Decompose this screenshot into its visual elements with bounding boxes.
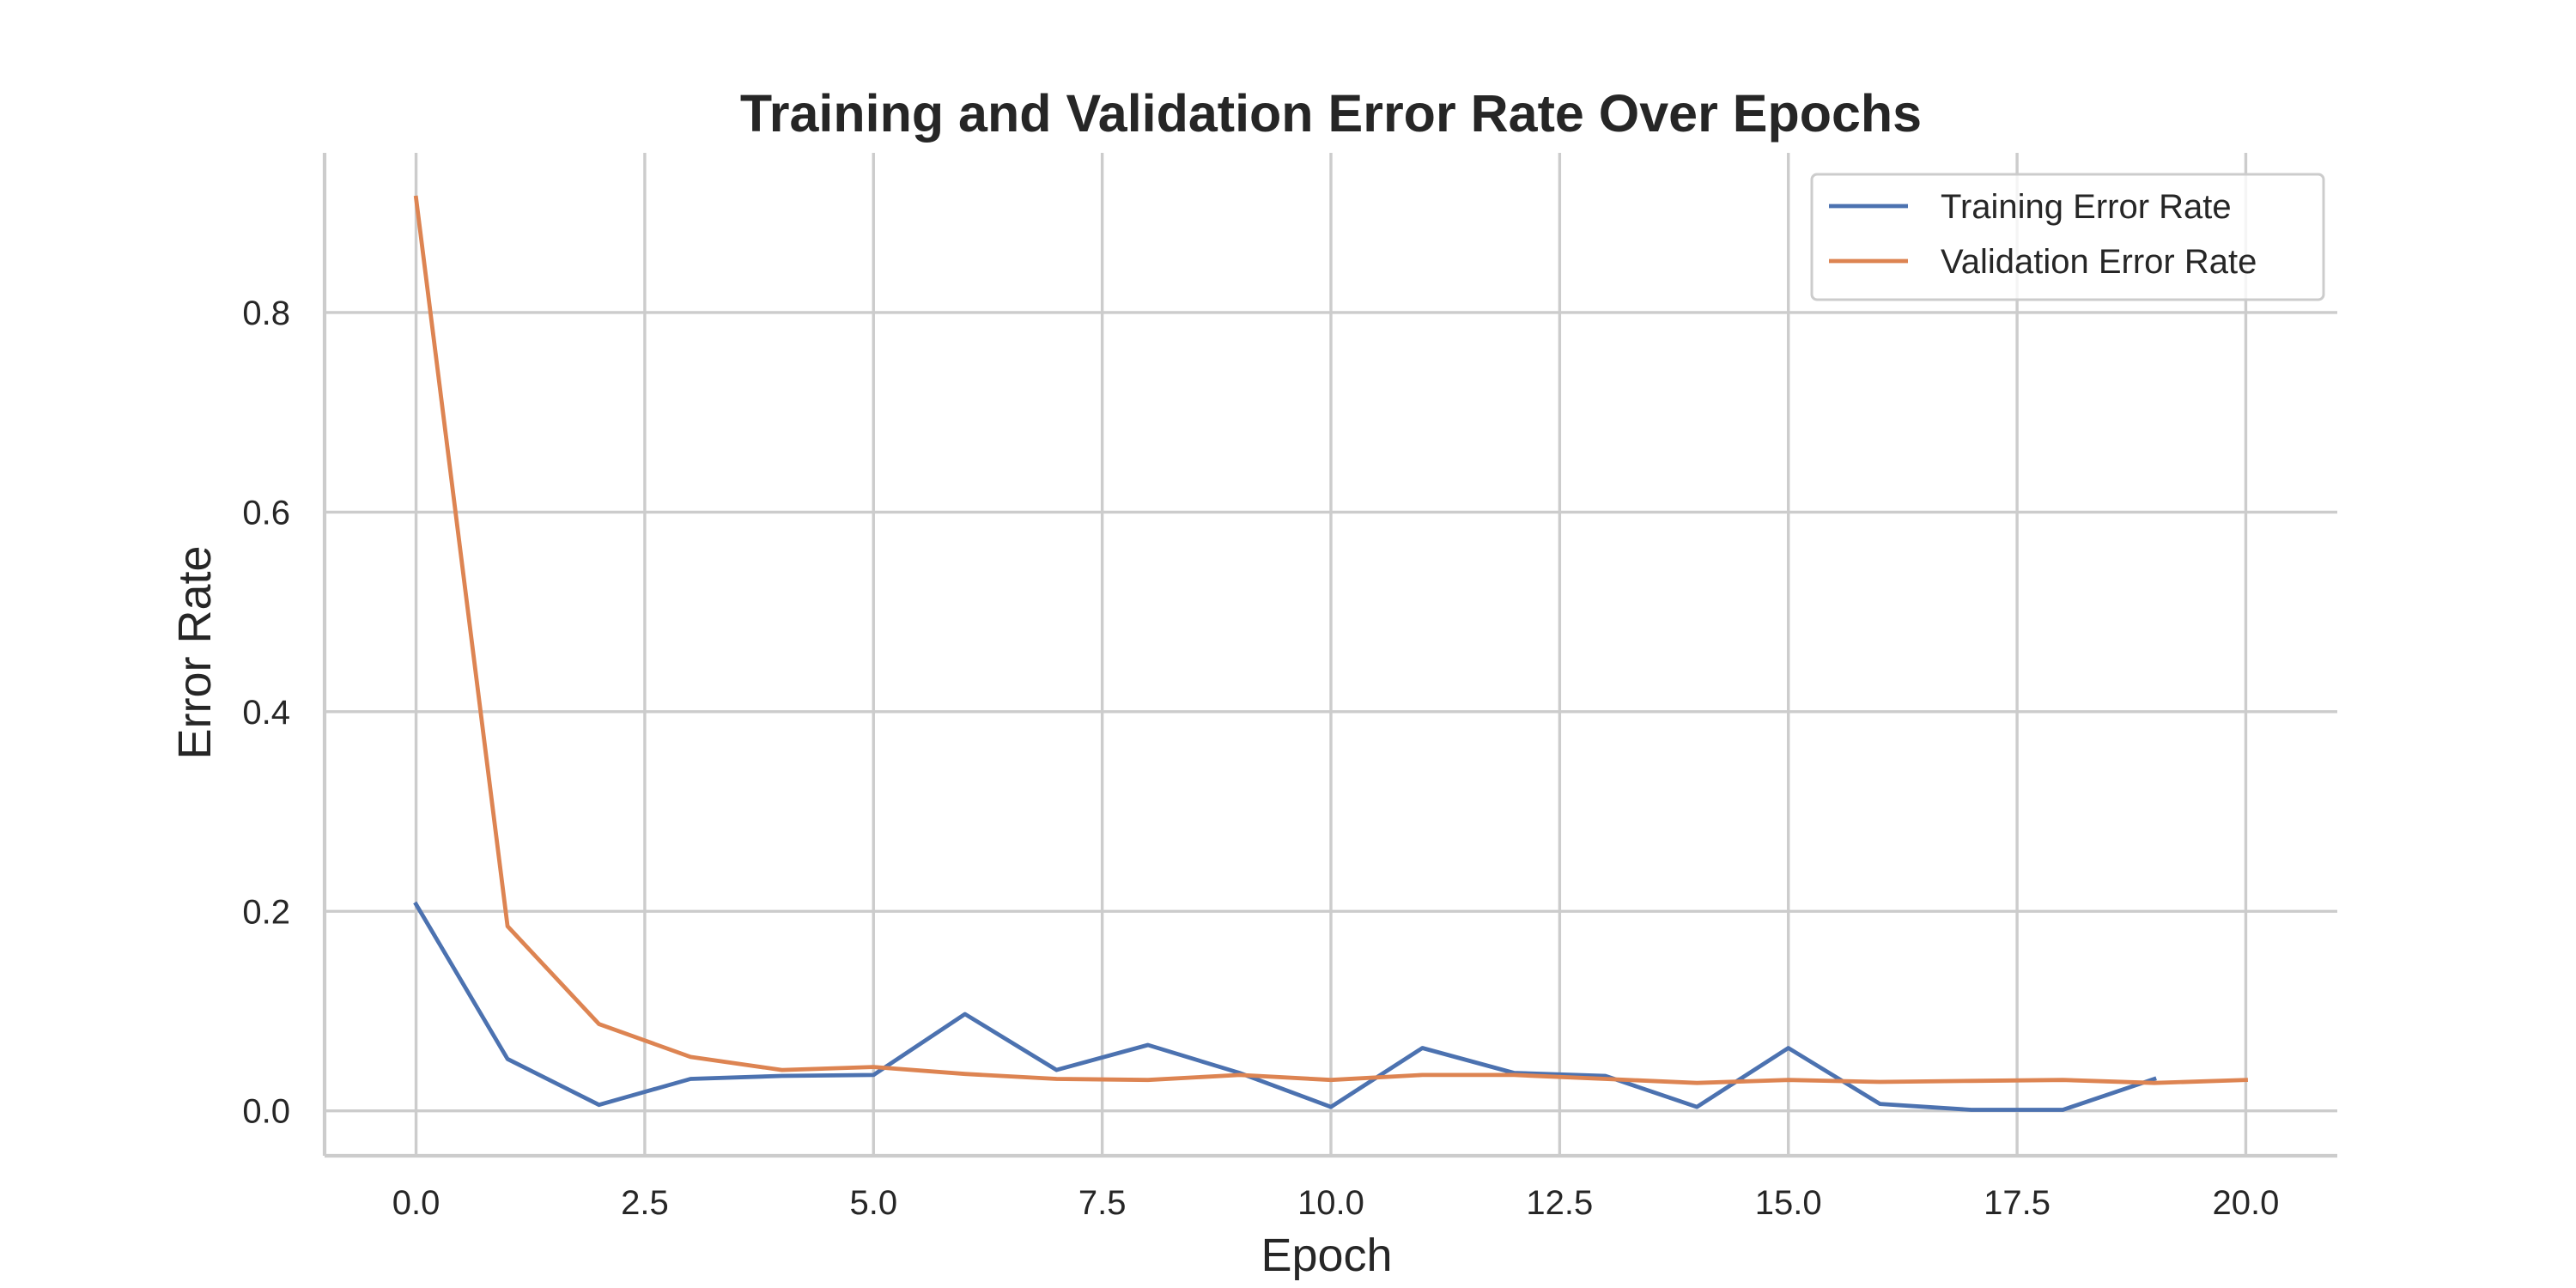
legend-box — [1810, 173, 2325, 301]
x-tick-label: 12.5 — [1526, 1184, 1593, 1222]
axis-spines — [322, 153, 2337, 1158]
series-line-validation — [413, 195, 2248, 1085]
grid — [325, 153, 2337, 1156]
x-axis-label: Epoch — [1261, 1230, 1392, 1281]
y-tick-label: 0.0 — [242, 1093, 290, 1131]
legend-label: Validation Error Rate — [1941, 243, 2257, 281]
x-tick-label: 0.0 — [392, 1184, 440, 1222]
y-tick-label: 0.4 — [242, 694, 290, 732]
legend-label: Training Error Rate — [1941, 188, 2232, 226]
series-lines — [413, 195, 2248, 1112]
x-tick-label: 2.5 — [621, 1184, 669, 1222]
chart-title: Training and Validation Error Rate Over … — [740, 84, 1922, 143]
series-line-training — [413, 901, 2157, 1112]
x-tick-label: 7.5 — [1078, 1184, 1127, 1222]
legend: Training Error Rate Validation Error Rate — [1810, 173, 2325, 301]
x-tick-label: 5.0 — [849, 1184, 897, 1222]
x-tick-label: 15.0 — [1755, 1184, 1822, 1222]
x-tick-label: 10.0 — [1297, 1184, 1364, 1222]
y-axis-label: Error Rate — [169, 545, 221, 759]
y-tick-label: 0.2 — [242, 893, 290, 931]
y-tick-label: 0.8 — [242, 295, 290, 332]
x-tick-label: 17.5 — [1984, 1184, 2050, 1222]
y-tick-label: 0.6 — [242, 494, 290, 532]
tick-labels: 0.0 2.5 5.0 7.5 10.0 12.5 15.0 17.5 20.0 0.0 0.2 0.… — [242, 295, 2279, 1222]
x-tick-label: 20.0 — [2213, 1184, 2280, 1222]
